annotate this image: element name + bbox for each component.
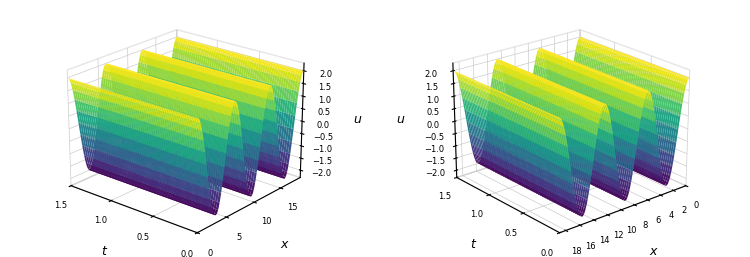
Y-axis label: x: x bbox=[280, 238, 288, 251]
X-axis label: x: x bbox=[650, 245, 657, 257]
Y-axis label: t: t bbox=[470, 238, 476, 251]
X-axis label: t: t bbox=[101, 245, 106, 257]
